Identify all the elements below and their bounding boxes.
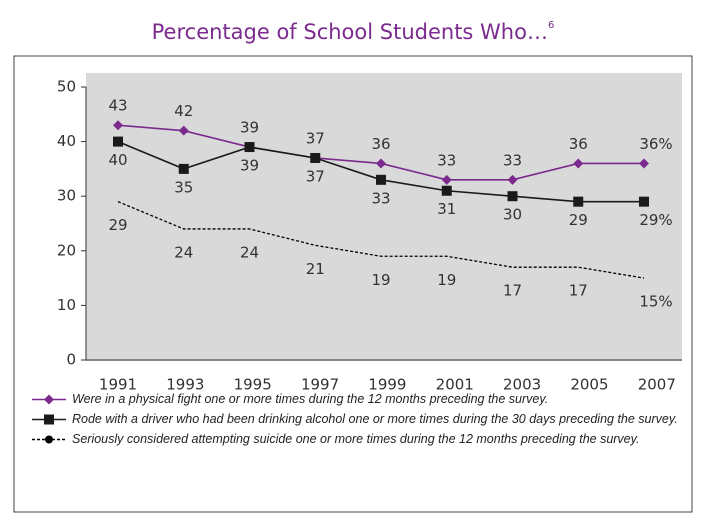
marker	[113, 120, 123, 131]
data-label: 37	[306, 129, 325, 147]
legend-item: Were in a physical fight one or more tim…	[30, 392, 690, 407]
marker	[639, 158, 649, 169]
legend-label: Rode with a driver who had been drinking…	[72, 412, 678, 426]
data-label: 39	[240, 119, 259, 137]
marker	[178, 163, 189, 174]
data-label: 42	[174, 102, 193, 120]
data-label: 40	[108, 151, 127, 169]
x-tick-label: 2003	[503, 376, 541, 394]
series-line	[117, 201, 645, 279]
data-label: 29%	[639, 211, 672, 229]
x-tick-label: 1993	[166, 376, 204, 394]
marker	[376, 158, 386, 169]
legend-label: Seriously considered attempting suicide …	[72, 432, 640, 446]
y-tick-label: 20	[57, 241, 76, 259]
data-label: 19	[371, 271, 390, 289]
y-tick-label: 0	[66, 351, 76, 369]
x-tick-label: 2001	[436, 376, 474, 394]
x-tick-label: 2005	[570, 376, 608, 394]
data-label: 15%	[639, 293, 672, 311]
marker	[45, 435, 53, 444]
marker	[44, 394, 54, 405]
data-label: 24	[240, 243, 259, 261]
y-tick-label: 30	[57, 187, 76, 205]
x-tick-label: 2007	[638, 376, 676, 394]
data-label: 33	[371, 189, 390, 207]
marker	[441, 185, 452, 196]
x-tick-label: 1991	[99, 376, 137, 394]
data-label: 30	[503, 206, 522, 224]
data-label: 35	[174, 178, 193, 196]
y-tick-label: 40	[57, 132, 76, 150]
data-label: 33	[437, 151, 456, 169]
x-tick-label: 1997	[301, 376, 339, 394]
marker	[113, 136, 123, 147]
legend: Were in a physical fight one or more tim…	[30, 392, 690, 452]
data-label: 43	[108, 97, 127, 115]
data-label: 33	[503, 151, 522, 169]
data-label: 24	[174, 243, 193, 261]
data-label: 31	[437, 200, 456, 218]
legend-label: Were in a physical fight one or more tim…	[72, 392, 549, 406]
chart-frame	[13, 55, 693, 513]
marker	[639, 196, 649, 207]
y-tick-label: 10	[57, 296, 76, 314]
marker	[44, 414, 54, 425]
data-label: 19	[437, 271, 456, 289]
chart-title: Percentage of School Students Who…6	[152, 20, 555, 44]
data-label: 21	[306, 260, 325, 278]
marker	[441, 174, 452, 185]
marker	[507, 174, 518, 185]
legend-swatch	[32, 414, 66, 425]
legend-item: Rode with a driver who had been drinking…	[30, 412, 690, 427]
data-label: 17	[503, 282, 522, 300]
data-label: 39	[240, 157, 259, 175]
data-label: 36%	[639, 135, 672, 153]
data-label: 36	[371, 135, 390, 153]
marker	[178, 125, 189, 136]
marker	[310, 152, 321, 163]
marker	[573, 196, 584, 207]
marker	[376, 174, 386, 185]
legend-item: Seriously considered attempting suicide …	[30, 432, 690, 447]
data-label: 17	[569, 282, 588, 300]
data-label: 29	[569, 211, 588, 229]
marker	[507, 191, 518, 202]
data-label: 36	[569, 135, 588, 153]
data-label: 37	[306, 167, 325, 185]
data-label: 29	[108, 216, 127, 234]
x-tick-label: 1995	[234, 376, 272, 394]
legend-swatch	[32, 394, 66, 405]
x-tick-label: 1999	[368, 376, 406, 394]
plot-area	[86, 73, 682, 361]
marker	[244, 142, 255, 153]
marker	[573, 158, 584, 169]
title-text: Percentage of School Students Who…	[152, 20, 548, 44]
title-footnote: 6	[548, 20, 554, 31]
legend-swatch	[32, 435, 66, 444]
y-tick-label: 50	[57, 78, 76, 96]
